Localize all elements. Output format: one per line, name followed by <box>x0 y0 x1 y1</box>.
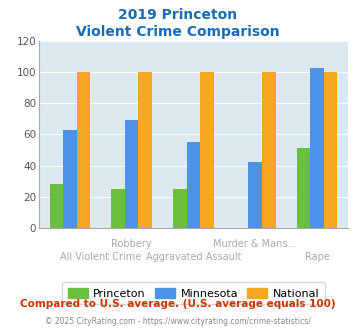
Text: Compared to U.S. average. (U.S. average equals 100): Compared to U.S. average. (U.S. average … <box>20 299 335 309</box>
Bar <box>187 142 200 228</box>
Text: © 2025 CityRating.com - https://www.cityrating.com/crime-statistics/: © 2025 CityRating.com - https://www.city… <box>45 317 310 326</box>
Legend: Princeton, Minnesota, National: Princeton, Minnesota, National <box>62 282 325 304</box>
Bar <box>310 68 324 228</box>
Text: Murder & Mans...: Murder & Mans... <box>213 239 297 249</box>
Text: Violent Crime Comparison: Violent Crime Comparison <box>76 25 279 39</box>
Bar <box>63 130 77 228</box>
Bar <box>50 184 63 228</box>
Bar <box>77 72 90 228</box>
Bar <box>125 120 138 228</box>
Text: Rape: Rape <box>305 252 329 262</box>
Bar <box>297 148 310 228</box>
Bar <box>324 72 337 228</box>
Text: Robbery: Robbery <box>111 239 152 249</box>
Bar <box>138 72 152 228</box>
Bar <box>200 72 214 228</box>
Text: Aggravated Assault: Aggravated Assault <box>146 252 241 262</box>
Text: All Violent Crime: All Violent Crime <box>60 252 141 262</box>
Bar <box>262 72 275 228</box>
Text: 2019 Princeton: 2019 Princeton <box>118 8 237 22</box>
Bar <box>111 189 125 228</box>
Bar <box>248 162 262 228</box>
Bar <box>173 189 187 228</box>
